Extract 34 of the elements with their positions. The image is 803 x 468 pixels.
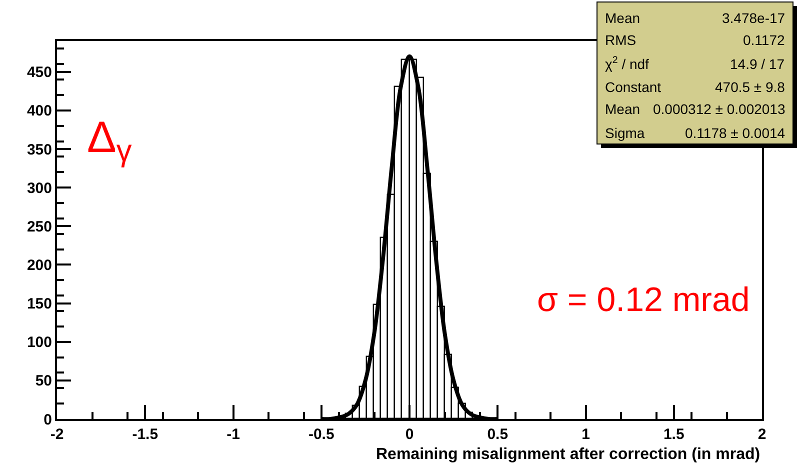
x-tick-label: 2 [758,426,766,443]
y-tick-label: 200 [26,256,52,274]
y-tick-label: 350 [26,141,52,158]
y-tick-label: 100 [26,334,52,352]
x-tick-label: -1.5 [132,426,158,443]
annotation: 0.000312 ± 0.002013 [653,101,786,117]
y-tick-label: 450 [26,64,52,82]
annotation: 14.9 / 17 [730,56,785,72]
annotation: RMS [605,32,636,48]
x-tick-label: 1 [582,426,590,443]
x-tick-label: 0.5 [487,426,508,443]
annotation: σ = 0.12 mrad [537,281,750,319]
x-axis-title: Remaining misalignment after correction (in mrad) [376,446,760,463]
annotation: 470.5 ± 9.8 [715,79,786,95]
y-tick-label: 50 [35,372,52,390]
x-tick-label: -1 [226,426,240,443]
text: Mean [605,10,640,26]
x-tick-label: -0.5 [308,426,334,443]
annotation: Δ$_{γ}$ [87,113,132,168]
x-tick-label: 0 [405,426,414,443]
x-tick-label: -2 [50,426,64,443]
annotation: 0.1172 [743,32,785,48]
annotation: χ$^{2}$ / ndf [605,55,650,72]
y-tick-label: 150 [26,296,52,313]
annotation: Mean [605,101,640,117]
y-tick-label: 400 [26,102,52,120]
y-tick-label: 250 [26,218,52,236]
y-tick-label: 0 [44,411,52,428]
y-tick-label: 300 [26,180,52,197]
annotation: Sigma [605,125,645,141]
x-tick-label: 1.5 [663,426,684,443]
annotation: 0.1178 ± 0.0014 [685,125,786,141]
annotation: Constant [605,79,662,95]
text: 3.478e-17 [722,10,786,26]
